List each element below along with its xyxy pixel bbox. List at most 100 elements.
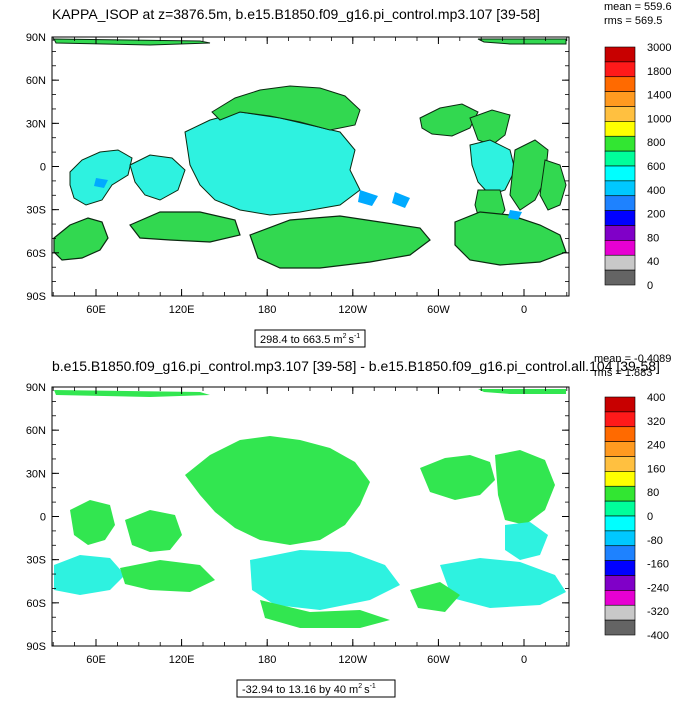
panel-1-rms: rms = 569.5 [604,15,662,27]
y-tick-label: 30N [26,118,46,130]
panel-1: KAPPA_ISOP at z=3876.5m, b.e15.B1850.f09… [26,1,672,348]
x-tick-label: 120W [338,304,367,316]
p2-region-south-5 [440,558,566,608]
colorbar-swatch [604,500,636,517]
p1-deep-patch-1 [358,190,378,206]
colorbar-swatch [604,560,636,576]
colorbar-swatch [604,269,636,286]
colorbar-swatch [604,396,636,413]
colorbar-label: 1000 [647,113,671,125]
colorbar-label: -240 [647,582,669,594]
p1-deep-patch-4 [508,210,522,220]
colorbar-label: 80 [647,487,659,499]
colorbar-swatch [604,225,636,241]
panel-1-title: KAPPA_ISOP at z=3876.5m, b.e15.B1850.f09… [52,6,540,22]
colorbar-label: 800 [647,137,665,149]
p2-region-atlantic-north [420,455,495,500]
panel-1-mean: mean = 559.6 [604,1,672,13]
p1-deep-patch-2 [392,192,410,208]
p1-deep-patch-3 [94,178,108,188]
colorbar-swatch [604,590,636,606]
colorbar-swatch [604,240,636,256]
panel-2-rms: rms = 1.883 [594,367,652,379]
colorbar-swatch [604,135,636,152]
p2-arctic-strip [54,390,210,397]
colorbar-label: -80 [647,535,663,547]
colorbar-swatch [604,210,636,226]
panel-1-field [53,38,567,269]
colorbar-swatch [604,61,636,78]
x-tick-label: 120E [169,304,195,316]
p2-region-south-1 [54,555,125,595]
y-tick-label: 60S [26,248,46,260]
p1-arctic-strip-right [477,38,567,45]
p1-region-atlantic-2 [469,109,511,146]
panel-2: b.e15.B1850.f09_g16.pi_control.mp3.107 [… [26,353,671,698]
colorbar-swatch [604,180,636,197]
colorbar-swatch [604,441,636,457]
y-tick-label: 90N [26,382,46,394]
p1-region-south-3 [249,215,431,269]
colorbar-label: 320 [647,416,665,428]
p1-region-north-pacific [211,85,361,131]
p2-region-indian [125,510,182,552]
colorbar-label: 400 [647,392,665,404]
p1-region-north-atlantic [419,103,479,137]
x-tick-label: 60W [427,654,450,666]
p1-region-south-4 [454,211,567,266]
colorbar-swatch [604,91,636,107]
p2-arctic-strip-right [478,389,566,394]
x-tick-label: 180 [258,304,276,316]
p2-region-south-4 [260,600,390,628]
colorbar-label: 0 [647,511,653,523]
p2-region-south-6 [410,582,460,612]
panel-1-range-box [254,329,366,348]
p2-region-east-cyan [505,522,548,560]
y-tick-label: 90S [26,641,46,653]
colorbar-label: 160 [647,463,665,475]
p1-region-east-1 [509,139,549,211]
panel-2-y-axis: 90N 60N 30N 0 30S 60S 90S [26,382,569,653]
p1-region-indian-ocean [129,154,186,201]
x-tick-label: 60E [86,304,106,316]
colorbar-swatch [604,545,636,561]
colorbar-swatch [604,604,636,621]
p1-region-south-2 [129,211,241,243]
colorbar-swatch [604,530,636,547]
colorbar-label: 400 [647,185,665,197]
x-tick-label: 0 [521,304,527,316]
colorbar-swatch [604,106,636,122]
p1-arctic-strip [53,38,211,46]
y-tick-label: 30S [26,555,46,567]
colorbar-swatch [604,411,636,428]
panel-2-range-label: -32.94 to 13.16 by 40 m2 s-1 [242,683,376,696]
colorbar-swatch [604,575,636,591]
p1-region-tropical-atlantic [469,139,516,196]
panel-1-y-axis: 90N 60N 30N 0 30S 60S 90S [26,32,569,303]
colorbar-swatch [604,485,636,502]
y-tick-label: 60S [26,598,46,610]
colorbar-swatch [604,121,636,137]
p1-region-south-west [53,217,109,261]
colorbar-label: 80 [647,232,659,244]
y-tick-label: 30N [26,468,46,480]
panel-2-field [54,389,566,628]
y-tick-label: 60N [26,75,46,87]
colorbar-label: -320 [647,606,669,618]
colorbar-label: 1800 [647,66,671,78]
panel-2-mean: mean = -0.4089 [594,353,671,365]
y-tick-label: 90S [26,291,46,303]
colorbar-label: -160 [647,559,669,571]
x-tick-label: 60E [86,654,106,666]
colorbar-swatch [604,165,636,182]
colorbar-label: 40 [647,256,659,268]
colorbar-label: -400 [647,630,669,642]
colorbar-label: 240 [647,440,665,452]
colorbar-swatch [604,426,636,442]
colorbar-swatch [604,619,636,636]
x-tick-label: 120E [169,654,195,666]
panel-2-title: b.e15.B1850.f09_g16.pi_control.mp3.107 [… [52,358,660,374]
panel-1-range-label: 298.4 to 663.5 m2 s-1 [260,333,360,346]
